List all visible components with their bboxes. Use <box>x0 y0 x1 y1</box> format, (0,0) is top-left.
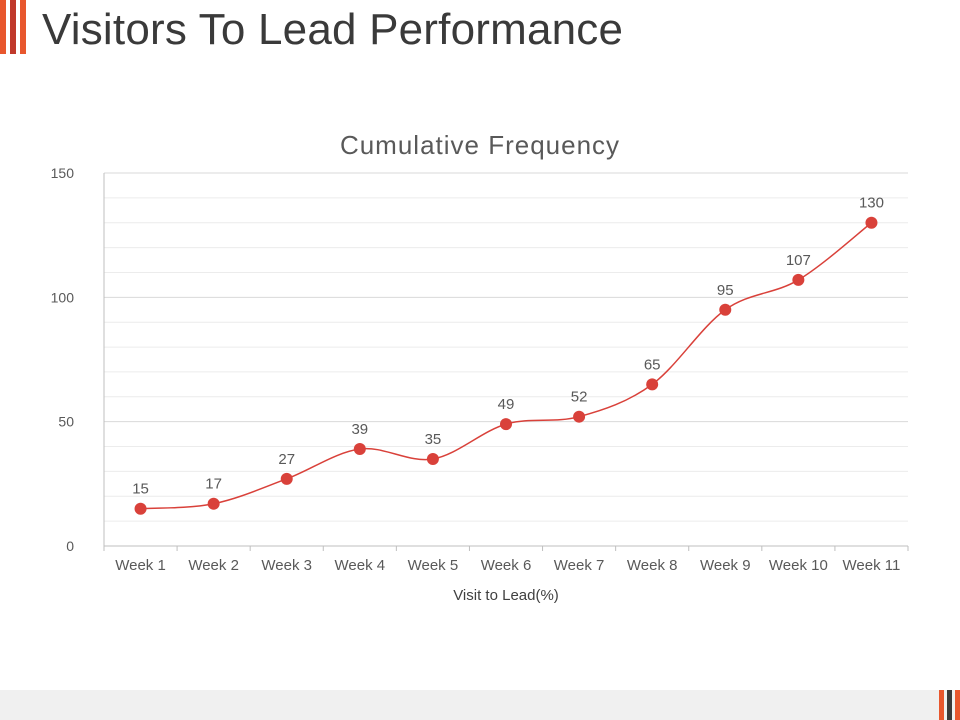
data-label: 130 <box>859 195 884 212</box>
line-chart: 0 50 100 150 Week 1 Week 2 Week 3 Week 4 Week 5 W… <box>51 165 909 604</box>
data-label: 35 <box>425 431 442 448</box>
x-tick-label: Week 8 <box>627 557 678 574</box>
data-label: 17 <box>205 476 222 493</box>
y-tick-label: 0 <box>66 538 74 554</box>
data-point <box>500 418 512 431</box>
data-point <box>353 443 366 456</box>
data-label: 39 <box>351 421 368 438</box>
x-tick-label: Week 6 <box>481 557 532 574</box>
accent-bar <box>955 690 960 720</box>
data-label: 107 <box>786 252 811 269</box>
data-label: 27 <box>278 451 295 468</box>
x-axis-title: Visit to Lead(%) <box>453 587 559 604</box>
data-point <box>865 216 878 229</box>
accent-bar <box>939 690 944 720</box>
footer-band <box>0 690 960 720</box>
accent-bar <box>947 690 952 720</box>
data-label: 52 <box>571 389 588 406</box>
x-tick-label: Week 7 <box>554 557 605 574</box>
footer-accent-bars <box>939 690 960 720</box>
data-point <box>646 378 659 391</box>
x-tick-label: Week 5 <box>408 557 459 574</box>
accent-bar <box>0 0 6 54</box>
chart-title: Cumulative Frequency <box>339 130 621 160</box>
data-point <box>280 472 293 485</box>
x-tick-label: Week 11 <box>843 557 901 574</box>
slide-title: Visitors To Lead Performance <box>42 5 624 54</box>
data-point <box>426 452 439 465</box>
y-tick-label: 50 <box>58 414 74 430</box>
data-label: 65 <box>644 356 661 373</box>
y-tick-label: 150 <box>51 165 75 181</box>
data-point <box>134 502 147 515</box>
data-point <box>719 303 732 316</box>
x-tick-label: Week 10 <box>769 557 828 574</box>
accent-bar <box>20 0 26 54</box>
x-tick-label: Week 4 <box>335 557 386 574</box>
x-tick-label: Week 9 <box>700 557 751 574</box>
x-tick-label: Week 2 <box>188 557 239 574</box>
x-tick-label: Week 1 <box>115 557 166 574</box>
title-accent-bars <box>0 0 26 54</box>
x-tick-label: Week 3 <box>261 557 312 574</box>
data-label: 95 <box>717 282 734 299</box>
data-label: 15 <box>132 481 149 498</box>
data-point <box>573 410 586 423</box>
y-tick-label: 100 <box>51 289 75 305</box>
data-point <box>792 273 805 286</box>
series-line <box>140 222 872 510</box>
data-label: 49 <box>498 396 515 413</box>
data-point <box>207 497 220 510</box>
accent-bar <box>10 0 16 54</box>
